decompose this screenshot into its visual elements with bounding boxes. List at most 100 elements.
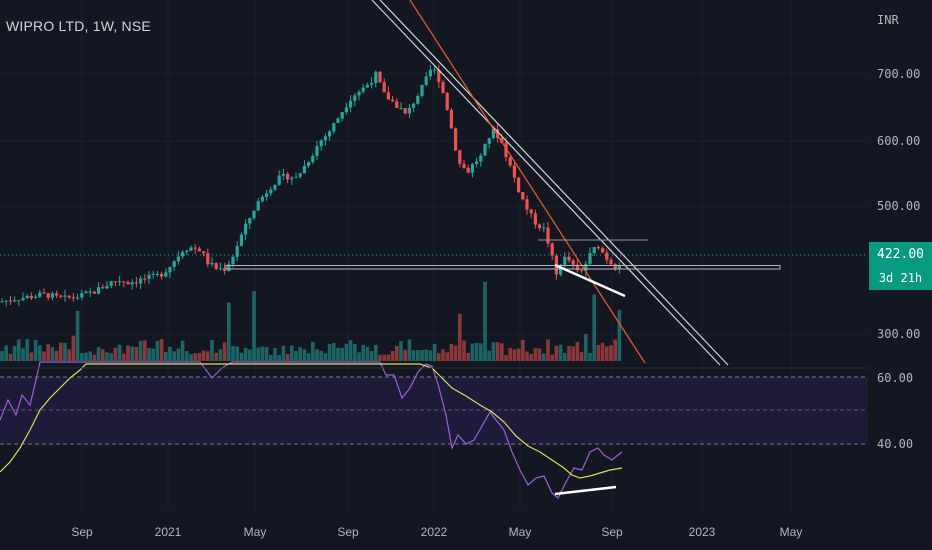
volume-bar — [25, 339, 29, 361]
candle-body — [344, 107, 348, 113]
candle-body — [160, 273, 164, 277]
candle-body — [592, 247, 596, 254]
volume-bar — [46, 344, 50, 361]
candle-body — [416, 95, 420, 104]
volume-bar — [348, 340, 353, 361]
candle-body — [609, 259, 613, 265]
time-axis-label: Sep — [71, 525, 93, 539]
candle-body — [563, 256, 567, 265]
volume-bar — [151, 348, 155, 361]
candle-body — [294, 176, 298, 178]
volume-bar — [365, 346, 370, 361]
volume-bar — [504, 354, 508, 361]
candle-body — [193, 247, 197, 249]
divergence-line-rsi — [554, 485, 617, 496]
volume-bar — [617, 309, 622, 361]
volume-bar — [54, 350, 59, 361]
time-axis-label: 2023 — [689, 525, 716, 539]
candle-body — [80, 293, 84, 298]
volume-bar — [323, 353, 328, 361]
volume-bar — [243, 347, 248, 361]
candle-body — [239, 234, 243, 246]
candle-body — [76, 297, 80, 299]
axes: 700.00 600.00 500.00 300.00 60.00 40.00 Sep 202… — [71, 67, 920, 539]
volume-bar — [487, 350, 491, 361]
candle-body — [512, 165, 516, 178]
volume-bar — [521, 339, 525, 361]
candle-body — [50, 293, 54, 298]
volume-bar — [600, 342, 605, 361]
volume-bar — [42, 351, 46, 361]
volume-bar — [542, 353, 546, 361]
candle-body — [147, 274, 151, 279]
candle-body — [487, 138, 491, 144]
candle-body — [340, 112, 344, 119]
time-axis-label: Sep — [337, 525, 359, 539]
candle-body — [315, 146, 319, 156]
candle-body — [412, 103, 416, 108]
volume-bar — [294, 351, 298, 361]
price-axis-label: 300.00 — [877, 327, 920, 341]
candle-body — [332, 123, 336, 132]
volume-bar — [96, 347, 101, 361]
candle-body — [55, 293, 59, 296]
candlesticks — [0, 64, 621, 307]
volume-bar — [508, 348, 512, 361]
candle-body — [399, 107, 403, 109]
rsi-ma-line — [0, 363, 623, 479]
volume-bar — [554, 345, 559, 361]
price-axis-label: 500.00 — [877, 199, 920, 213]
candle-body — [533, 213, 537, 225]
volume-bar — [558, 344, 563, 361]
candle-body — [42, 292, 46, 294]
candle-body — [395, 101, 399, 108]
candle-body — [479, 155, 483, 162]
symbol-title[interactable]: WIPRO LTD, 1W, NSE — [6, 18, 151, 34]
candle-body — [181, 252, 185, 257]
candle-body — [370, 82, 374, 85]
candle-body — [378, 71, 382, 83]
candle-body — [328, 131, 332, 137]
volume-bar — [4, 345, 8, 361]
volume-bar — [92, 354, 97, 361]
candle-body — [286, 173, 290, 180]
candle-body — [491, 129, 495, 139]
candle-body — [382, 82, 386, 93]
volume-bar — [231, 345, 235, 361]
volume-bar — [462, 340, 466, 361]
volume-bar — [449, 344, 454, 361]
candle-body — [521, 192, 525, 200]
volume-bar — [105, 352, 109, 361]
volume-bar — [159, 339, 164, 361]
volume-bar — [407, 339, 412, 361]
time-axis-label: May — [244, 525, 267, 539]
candle-body — [214, 262, 218, 269]
volume-bar — [344, 343, 349, 361]
candle-body — [504, 142, 508, 158]
volume-bar — [424, 349, 428, 361]
candle-body — [277, 175, 281, 185]
candle-body — [46, 293, 50, 298]
candle-body — [101, 287, 105, 289]
candle-body — [126, 282, 130, 285]
volume-bar — [357, 352, 361, 361]
rsi-axis-label: 40.00 — [877, 437, 913, 451]
candle-body — [265, 193, 269, 197]
trendline-red — [409, 0, 646, 364]
candle-body — [21, 298, 25, 301]
volume-bar — [138, 340, 143, 361]
candle-body — [567, 256, 571, 261]
volume-bar — [319, 350, 323, 361]
volume-bar — [474, 342, 479, 361]
volume-bar — [155, 340, 160, 361]
candle-body — [483, 143, 487, 156]
divergence-line-price — [554, 263, 626, 298]
candle-body — [139, 278, 143, 284]
candle-body — [357, 91, 361, 96]
volume-bar — [302, 349, 307, 361]
candle-body — [118, 281, 122, 283]
volume-bar — [185, 350, 189, 361]
candle-body — [113, 281, 117, 283]
volume-bar — [210, 339, 214, 361]
